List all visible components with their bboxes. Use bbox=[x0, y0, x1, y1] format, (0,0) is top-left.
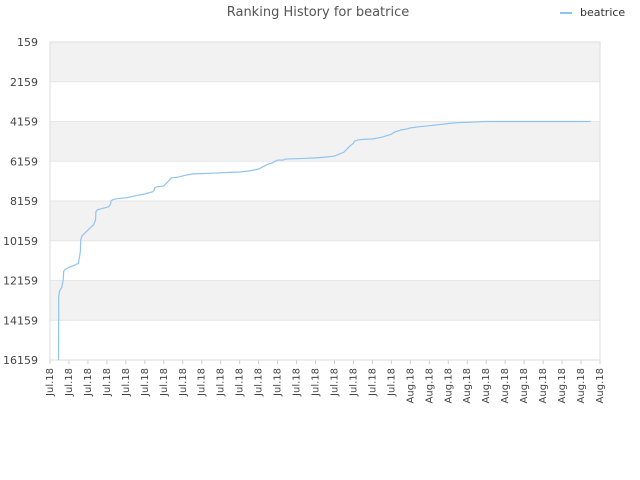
plot-band bbox=[50, 280, 600, 321]
x-tick-label: Jul.18 bbox=[45, 368, 56, 397]
x-axis-ticks: Jul.18 Jul.18 Jul.18 Jul.18 Jul.18 Jul.18 Jul.… bbox=[45, 360, 606, 403]
x-tick-label: Aug.18 bbox=[405, 368, 416, 403]
plot-band bbox=[50, 201, 600, 241]
x-tick-label: Jul.18 bbox=[329, 368, 340, 397]
x-tick-label: Jul.18 bbox=[311, 368, 322, 397]
x-tick-label: Jul.18 bbox=[159, 368, 170, 397]
chart-title: Ranking History for beatrice bbox=[227, 5, 410, 20]
x-tick-label: Aug.18 bbox=[538, 368, 549, 403]
series-line-beatrice bbox=[57, 120, 591, 361]
y-tick-label: 159 bbox=[17, 36, 38, 49]
x-tick-label: Aug.18 bbox=[595, 368, 606, 403]
x-tick-label: Aug.18 bbox=[557, 368, 568, 403]
x-tick-label: Aug.18 bbox=[576, 368, 587, 403]
x-tick-label: Jul.18 bbox=[64, 368, 75, 397]
x-tick-label: Aug.18 bbox=[462, 368, 473, 403]
legend-label: beatrice bbox=[580, 6, 625, 19]
plot-frame bbox=[49, 41, 601, 361]
x-tick-label: Jul.18 bbox=[367, 368, 378, 397]
x-tick-label: Jul.18 bbox=[348, 368, 359, 397]
x-tick-label: Jul.18 bbox=[140, 368, 151, 397]
y-tick-label: 4159 bbox=[10, 116, 38, 129]
y-tick-label: 10159 bbox=[3, 235, 38, 248]
plot-band bbox=[50, 42, 600, 82]
y-tick-label: 6159 bbox=[10, 155, 38, 168]
x-tick-label: Jul.18 bbox=[102, 368, 113, 397]
x-tick-label: Jul.18 bbox=[216, 368, 227, 397]
x-tick-label: Aug.18 bbox=[519, 368, 530, 403]
x-tick-label: Aug.18 bbox=[424, 368, 435, 403]
y-axis-ticks: 159 2159 4159 6159 8159 10159 12159 14159 16159 bbox=[3, 36, 38, 367]
x-tick-label: Jul.18 bbox=[178, 368, 189, 397]
y-tick-label: 16159 bbox=[3, 354, 38, 367]
y-tick-label: 2159 bbox=[10, 76, 38, 89]
y-tick-label: 8159 bbox=[10, 195, 38, 208]
x-tick-label: Aug.18 bbox=[481, 368, 492, 403]
x-tick-label: Jul.18 bbox=[292, 368, 303, 397]
legend[interactable]: beatrice bbox=[560, 6, 625, 19]
plot-bands bbox=[50, 42, 600, 321]
x-tick-label: Jul.18 bbox=[83, 368, 94, 397]
plot-band bbox=[50, 121, 600, 162]
x-tick-label: Jul.18 bbox=[273, 368, 284, 397]
x-tick-label: Jul.18 bbox=[386, 368, 397, 397]
x-tick-label: Jul.18 bbox=[235, 368, 246, 397]
x-tick-label: Jul.18 bbox=[197, 368, 208, 397]
x-tick-label: Jul.18 bbox=[121, 368, 132, 397]
x-tick-label: Jul.18 bbox=[254, 368, 265, 397]
y-tick-label: 12159 bbox=[3, 275, 38, 288]
x-tick-label: Aug.18 bbox=[443, 368, 454, 403]
x-tick-label: Aug.18 bbox=[500, 368, 511, 403]
y-tick-label: 14159 bbox=[3, 314, 38, 327]
